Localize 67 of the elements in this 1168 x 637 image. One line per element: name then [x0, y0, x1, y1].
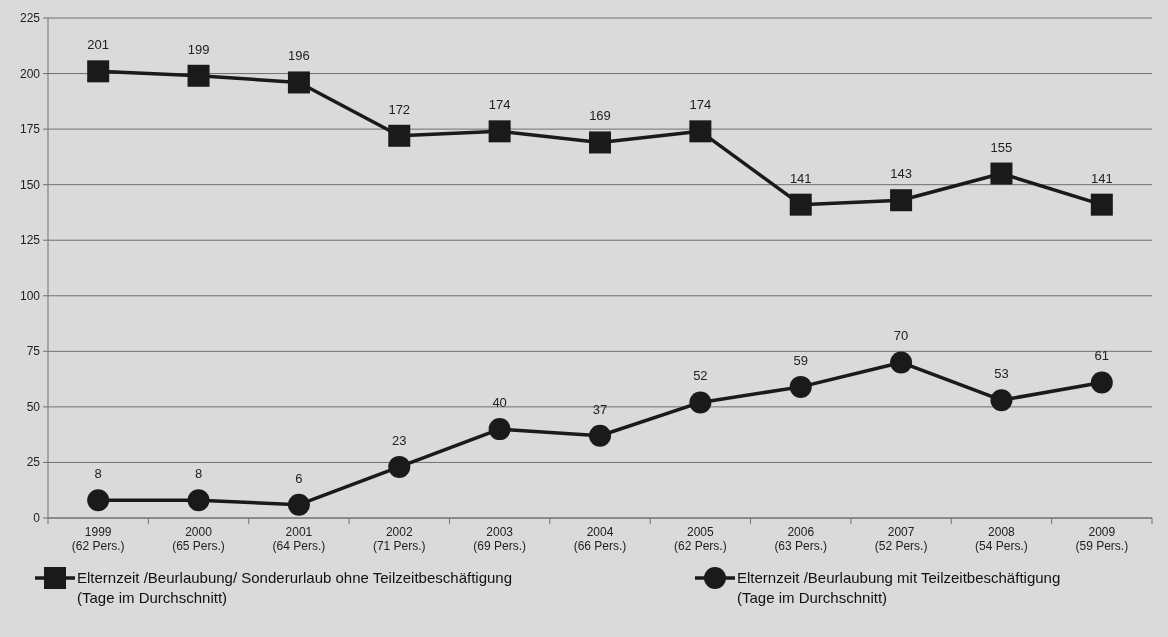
point [187, 489, 210, 512]
x-tick-label: 2009 (59 Pers.) [1075, 525, 1129, 553]
x-tick-label: 2001 (64 Pers.) [272, 525, 326, 553]
data-label: 169 [589, 108, 611, 124]
x-tick-label: 2004 (66 Pers.) [573, 525, 627, 553]
point [990, 162, 1013, 185]
data-label: 174 [488, 97, 511, 113]
point [589, 131, 611, 154]
data-label: 155 [990, 139, 1013, 155]
point [990, 389, 1013, 412]
point [689, 120, 712, 143]
data-label: 8 [194, 466, 203, 482]
point [890, 189, 913, 212]
data-label: 61 [1094, 348, 1110, 364]
point [187, 64, 210, 87]
x-tick-label: 2006 (63 Pers.) [774, 525, 828, 553]
x-tick-label: 2002 (71 Pers.) [372, 525, 426, 553]
point [87, 60, 110, 83]
point [488, 120, 511, 143]
y-tick-label: 225 [19, 11, 41, 25]
y-tick-label: 125 [19, 233, 41, 248]
point [789, 375, 812, 398]
y-tick-label: 50 [26, 399, 41, 414]
data-label: 174 [689, 97, 712, 113]
data-label: 53 [994, 366, 1009, 382]
x-tick-label: 2003 (69 Pers.) [473, 525, 526, 553]
point [589, 424, 611, 447]
data-label: 199 [187, 41, 210, 57]
data-label: 141 [1090, 170, 1113, 186]
data-label: 6 [295, 470, 303, 486]
legend-label: Elternzeit /Beurlaubung mit Teilzeitbeschäftigung (Tage im Durchschnitt) [737, 569, 1061, 606]
y-tick-label: 75 [26, 344, 41, 359]
point [789, 193, 812, 216]
x-tick-label: 2005 (62 Pers.) [674, 525, 727, 553]
point [388, 124, 411, 147]
y-tick-label: 200 [19, 66, 41, 81]
data-label: 37 [592, 401, 608, 417]
data-label: 172 [388, 101, 411, 117]
data-label: 23 [392, 432, 407, 448]
data-label: 70 [893, 328, 909, 344]
legend-label: Elternzeit /Beurlaubung/ Sonderurlaub ohne Teilzeitbeschäftigung (Tage im Durchschnitt) [77, 569, 513, 606]
point [287, 493, 310, 516]
point [87, 489, 110, 512]
y-tick-label: 175 [19, 122, 41, 137]
data-label: 59 [793, 352, 808, 368]
point [1090, 371, 1113, 394]
data-label: 196 [288, 48, 310, 64]
y-tick-label: 100 [19, 288, 41, 303]
data-label: 40 [492, 395, 507, 411]
y-tick-label: 25 [26, 455, 41, 470]
point [488, 418, 511, 441]
x-tick-label: 2008 (54 Pers.) [975, 525, 1028, 553]
data-label: 52 [693, 368, 708, 384]
point [287, 71, 310, 94]
point [1090, 193, 1113, 216]
y-tick-label: 150 [19, 177, 41, 192]
x-tick-label: 2000 (65 Pers.) [172, 525, 225, 553]
point [890, 351, 913, 374]
y-tick-label: 0 [33, 511, 41, 525]
data-label: 141 [789, 170, 812, 186]
data-label: 8 [94, 466, 102, 482]
point [689, 391, 712, 414]
point [388, 455, 411, 478]
data-label: 201 [87, 37, 110, 53]
x-tick-label: 2007 (52 Pers.) [874, 525, 928, 553]
data-label: 143 [890, 166, 912, 182]
x-tick-label: 1999 (62 Pers.) [71, 525, 125, 553]
